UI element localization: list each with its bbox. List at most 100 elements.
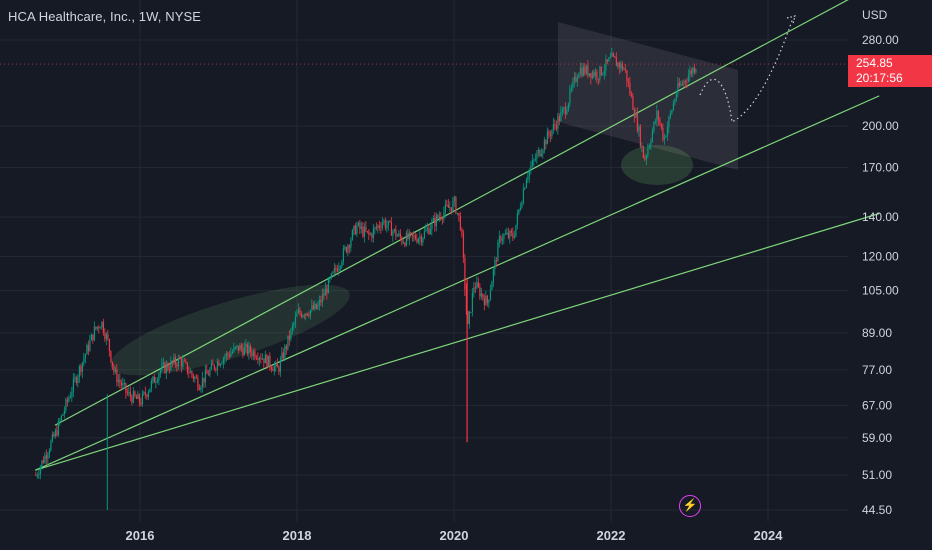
candle-body xyxy=(321,294,324,303)
candle-body xyxy=(168,368,171,370)
candle-body xyxy=(254,351,256,359)
candle-body xyxy=(629,82,631,94)
y-tick-label: 200.00 xyxy=(862,119,899,133)
candle-body xyxy=(528,169,531,177)
candle-body xyxy=(98,326,100,329)
candle-body xyxy=(353,225,355,231)
candle-body xyxy=(620,63,622,68)
candle-body xyxy=(125,383,127,393)
candle-body xyxy=(362,226,364,237)
candle-body xyxy=(641,145,643,147)
candle-body xyxy=(284,346,286,359)
candle-body xyxy=(45,455,48,459)
candle-body xyxy=(645,155,648,160)
candle-body xyxy=(450,207,453,211)
candle-body xyxy=(135,396,138,399)
candle-body xyxy=(263,358,265,364)
candle-body xyxy=(210,363,213,370)
candle-body xyxy=(425,229,427,232)
candle-body xyxy=(584,66,586,74)
candle-body xyxy=(621,63,624,70)
candle-body xyxy=(335,268,337,270)
candle-body xyxy=(317,305,319,309)
candle-body xyxy=(267,355,270,368)
candle-body xyxy=(546,131,549,145)
candle-body xyxy=(179,357,181,359)
symbol-title[interactable]: HCA Healthcare, Inc., 1W, NYSE xyxy=(8,9,202,24)
candle-body xyxy=(240,345,243,349)
y-tick-label: 59.00 xyxy=(862,431,892,445)
candle-body xyxy=(591,72,594,79)
candle-body xyxy=(35,475,37,477)
candle-body xyxy=(611,53,613,57)
candle-body xyxy=(396,235,399,237)
candle-body xyxy=(690,70,693,74)
grid xyxy=(0,0,848,522)
candle-body xyxy=(260,357,262,360)
candle-body xyxy=(275,362,277,367)
candle-body xyxy=(632,95,634,110)
candle-body xyxy=(248,345,250,354)
candle-body xyxy=(302,315,304,318)
candle-body xyxy=(99,327,102,329)
candle-body xyxy=(339,266,342,268)
bar-countdown: 20:17:56 xyxy=(856,71,903,85)
candle-body xyxy=(68,397,70,402)
candle-body xyxy=(527,176,529,180)
candle-body xyxy=(171,360,174,363)
candle-body xyxy=(186,362,189,373)
candle-body xyxy=(276,362,279,368)
trendline xyxy=(54,0,849,426)
candle-body xyxy=(489,290,492,300)
candle-body xyxy=(327,278,330,294)
candle-body xyxy=(507,232,510,238)
candle-body xyxy=(324,288,327,296)
candle-body xyxy=(521,202,523,208)
candle-body xyxy=(473,287,475,293)
candle-body xyxy=(143,392,145,394)
candle-body xyxy=(525,179,528,188)
time-axis[interactable]: 2016 2018 2020 2022 2024 xyxy=(126,528,784,543)
candle-body xyxy=(38,474,40,476)
candle-body xyxy=(257,358,259,361)
candle-body xyxy=(470,311,472,313)
candle-body xyxy=(222,358,225,364)
candle-body xyxy=(71,391,73,397)
candle-body xyxy=(195,377,198,379)
candle-body xyxy=(545,140,547,145)
candle-body xyxy=(467,311,469,324)
candle-body xyxy=(44,455,46,463)
candle-body xyxy=(359,222,361,229)
candle-body xyxy=(156,380,159,382)
candle-body xyxy=(176,364,178,367)
candle-body xyxy=(497,242,499,262)
candle-body xyxy=(372,228,375,238)
price-axis[interactable]: 280.00 200.00 170.00 140.00 120.00 105.00 89.0… xyxy=(862,33,899,517)
candle-body xyxy=(695,69,697,73)
lightning-icon[interactable]: ⚡ xyxy=(679,495,701,517)
candle-body xyxy=(204,370,207,383)
candle-body xyxy=(683,80,685,84)
candle-body xyxy=(258,357,261,361)
candle-body xyxy=(648,145,651,149)
candle-body xyxy=(272,369,274,372)
candle-body xyxy=(239,345,241,351)
candle-body xyxy=(638,126,640,131)
candle-body xyxy=(398,233,400,236)
candle-body xyxy=(269,355,271,367)
candle-body xyxy=(653,121,655,132)
candle-body xyxy=(672,103,675,111)
candle-body xyxy=(519,207,522,210)
candle-body xyxy=(177,357,180,367)
candle-body xyxy=(78,366,81,377)
candle-body xyxy=(206,370,208,374)
candle-body xyxy=(384,220,387,228)
candle-body xyxy=(479,286,481,297)
candle-body xyxy=(399,233,402,238)
candle-body xyxy=(162,362,165,365)
candle-body xyxy=(104,333,106,339)
candle-body xyxy=(485,295,487,306)
candle-body xyxy=(614,56,616,58)
candle-body xyxy=(236,345,238,347)
